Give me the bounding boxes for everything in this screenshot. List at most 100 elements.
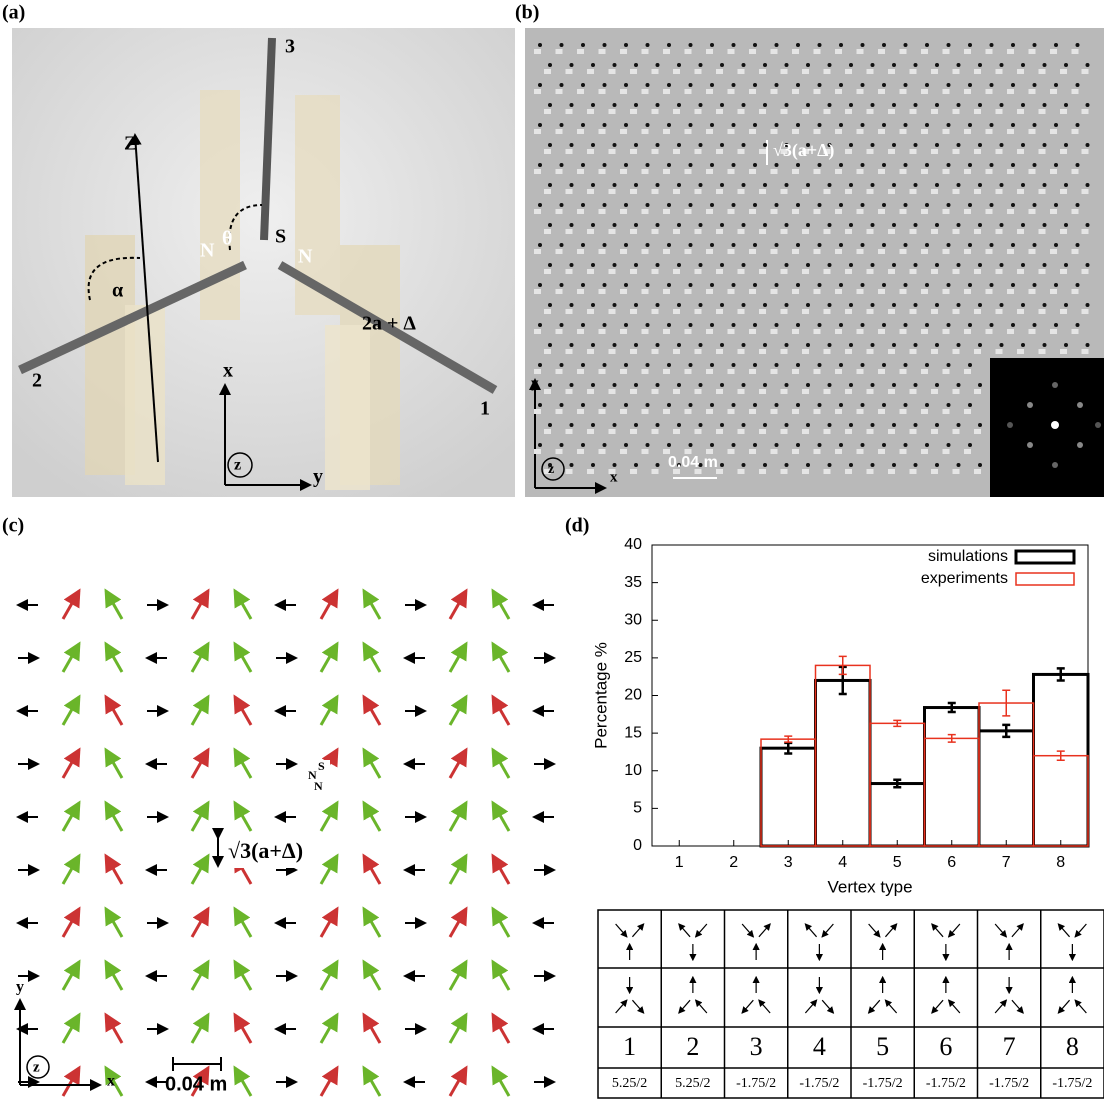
photo-block [630, 189, 637, 194]
photo-dot [591, 143, 595, 147]
photo-dot [775, 203, 779, 207]
photo-dot [1033, 283, 1037, 287]
photo-block [771, 449, 778, 454]
photo-dot [570, 223, 574, 227]
photo-dot [935, 383, 939, 387]
arrow [63, 697, 79, 725]
x-tick-label: 2 [729, 854, 738, 871]
vertex-arrow [949, 924, 960, 937]
photo-dot [1011, 203, 1015, 207]
photo-dot [581, 43, 585, 47]
photo-block [781, 309, 788, 314]
photo-dot [925, 123, 929, 127]
photo-block [1007, 49, 1014, 54]
photo-dot [818, 403, 822, 407]
photo-block [964, 89, 971, 94]
photo-block [878, 289, 885, 294]
arrow [364, 803, 380, 831]
photo-block [695, 429, 702, 434]
photo-dot [732, 163, 736, 167]
photo-block [599, 329, 606, 334]
photo-dot [1064, 263, 1068, 267]
photo-dot [818, 163, 822, 167]
photo-dot [1000, 303, 1004, 307]
photo-block [695, 389, 702, 394]
photo-block [996, 189, 1003, 194]
photo-dot [871, 263, 875, 267]
photo-block [900, 289, 907, 294]
photo-block [673, 389, 680, 394]
photo-block [620, 369, 627, 374]
vertex-energy: -1.75/2 [736, 1076, 776, 1091]
photo-block [609, 109, 616, 114]
photo-dot [1054, 83, 1058, 87]
arrow [493, 856, 509, 884]
photo-dot [828, 103, 832, 107]
photo-dot [1021, 263, 1025, 267]
photo-dot [613, 423, 617, 427]
photo-dot [871, 103, 875, 107]
photo-dot [603, 443, 607, 447]
diagram-text: N [314, 779, 323, 793]
photo-block [986, 169, 993, 174]
photo-block [910, 109, 917, 114]
photo-dot [871, 143, 875, 147]
photo-dot [957, 303, 961, 307]
photo-block [566, 229, 573, 234]
photo-dot [570, 463, 574, 467]
photo-block [814, 129, 821, 134]
photo-dot [935, 63, 939, 67]
photo-block [814, 289, 821, 294]
photo-block [630, 389, 637, 394]
photo-dot [613, 183, 617, 187]
photo-dot [732, 443, 736, 447]
photo-block [620, 449, 627, 454]
photo-block [599, 369, 606, 374]
photo-block [685, 49, 692, 54]
photo-dot [796, 403, 800, 407]
photo-block [974, 269, 981, 274]
photo-dot [570, 103, 574, 107]
photo-block [620, 289, 627, 294]
photo-dot [861, 363, 865, 367]
photo-dot [796, 83, 800, 87]
photo-dot [914, 103, 918, 107]
photo-dot [839, 43, 843, 47]
photo-dot [560, 203, 564, 207]
arrow [364, 1015, 380, 1043]
photo-dot [1064, 223, 1068, 227]
photo-block [888, 69, 895, 74]
photo-dot [720, 303, 724, 307]
photo-dot [591, 63, 595, 67]
photo-dot [925, 163, 929, 167]
photo-dot [538, 283, 542, 287]
photo-dot [1054, 323, 1058, 327]
photo-dot [1021, 103, 1025, 107]
arrow [364, 1068, 380, 1096]
photo-dot [796, 323, 800, 327]
photo-dot [677, 383, 681, 387]
photo-block [706, 89, 713, 94]
photo-dot [699, 383, 703, 387]
arrow [364, 750, 380, 778]
photo-block [1072, 209, 1079, 214]
photo-dot [763, 103, 767, 107]
vertex-arrow [822, 924, 833, 937]
photo-dot [806, 423, 810, 427]
photo-block [771, 49, 778, 54]
photo-block [556, 449, 563, 454]
arrow [192, 909, 208, 937]
photo-dot [839, 163, 843, 167]
photo-dot [1076, 83, 1080, 87]
photo-dot [710, 123, 714, 127]
photo-block [802, 429, 809, 434]
photo-dot [978, 303, 982, 307]
photo-block [544, 189, 551, 194]
photo-dot [732, 243, 736, 247]
photo-block [642, 169, 649, 174]
photo-dot [957, 143, 961, 147]
photo-dot [957, 463, 961, 467]
photo-dot [785, 223, 789, 227]
photo-dot [968, 443, 972, 447]
photo-dot [935, 343, 939, 347]
